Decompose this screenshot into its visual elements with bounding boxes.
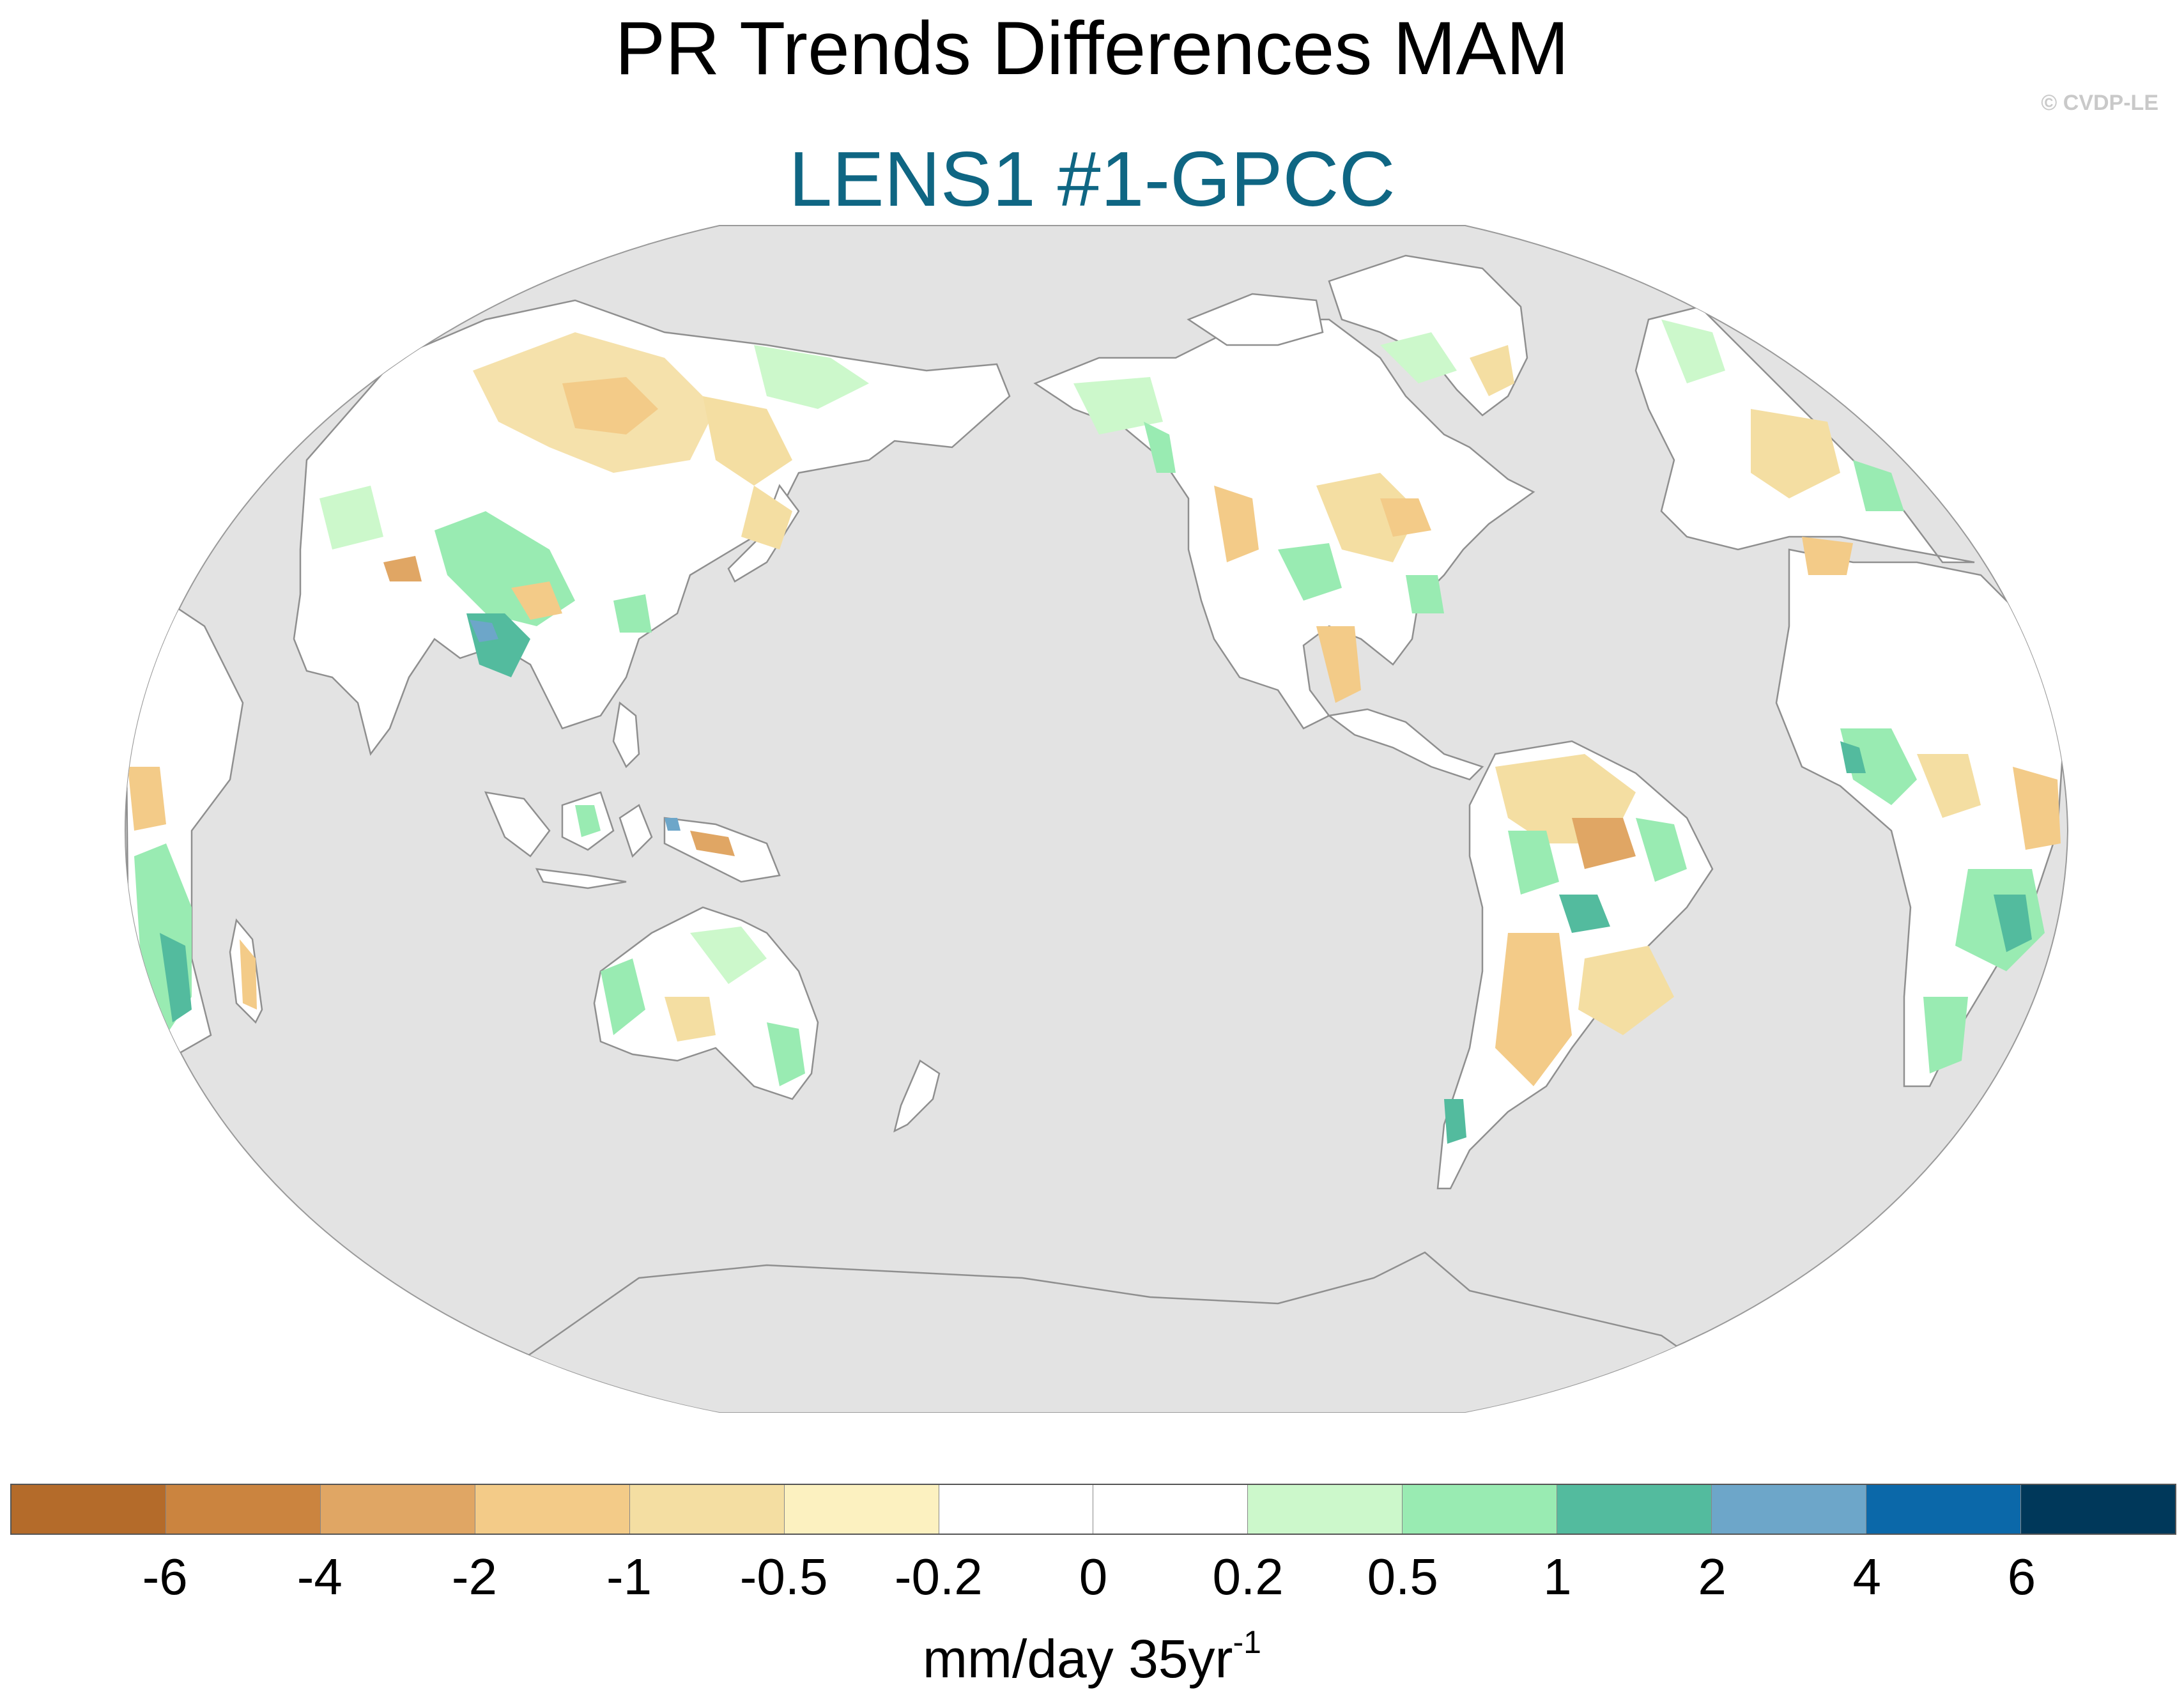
colorbar-swatch (1557, 1485, 1712, 1534)
colorbar-swatch (939, 1485, 1094, 1534)
colorbar-tick-label: -0.2 (894, 1548, 983, 1605)
colorbar-swatch (475, 1485, 630, 1534)
colorbar-tick-label: -4 (296, 1548, 342, 1605)
colorbar-tick-label: 0.5 (1367, 1548, 1438, 1605)
eurasia-landmass (293, 299, 1011, 756)
colorbar-swatch (1248, 1485, 1403, 1534)
colorbar-swatch (784, 1485, 939, 1534)
colorbar-swatch (1093, 1485, 1249, 1534)
units-main: mm/day 35yr (923, 1629, 1233, 1689)
colorbar-tick-label: -6 (142, 1548, 188, 1605)
philippines-islands (612, 701, 640, 769)
colorbar-tick-label: 0.2 (1212, 1548, 1284, 1605)
trend-anomaly-fills (128, 319, 2061, 1144)
colorbar-tick-label: -2 (451, 1548, 497, 1605)
colorbar-tick-label: 4 (1852, 1548, 1881, 1605)
south-america-landmass (1436, 740, 1714, 1190)
chart-subtitle: LENS1 #1-GPCC (788, 135, 1396, 222)
colorbar-tick-label: -0.5 (739, 1548, 828, 1605)
colorbar-swatch (165, 1485, 321, 1534)
chart-title: PR Trends Differences MAM (615, 6, 1569, 91)
colorbar-swatch (1403, 1485, 1558, 1534)
colorbar-tick-label: -1 (606, 1548, 652, 1605)
colorbar-tick-label: 6 (2007, 1548, 2036, 1605)
colorbar-swatch (320, 1485, 475, 1534)
colorbar (10, 1484, 2176, 1535)
colorbar-tick-label: 1 (1543, 1548, 1572, 1605)
colorbar-swatch (12, 1485, 166, 1534)
new-zealand-landmass (893, 1059, 941, 1133)
world-map (124, 225, 2069, 1413)
units-superscript: -1 (1233, 1624, 1261, 1660)
colorbar-tick-label: 2 (1698, 1548, 1726, 1605)
colorbar-units: mm/day 35yr-1 (0, 1610, 2184, 1691)
central-america-landmass (1327, 708, 1484, 781)
colorbar-swatch (2020, 1485, 2175, 1534)
antarctica-landmass (510, 1251, 1726, 1412)
colorbar-tick-label: 0 (1079, 1548, 1108, 1605)
arctic-islands-landmass (1187, 293, 1324, 346)
copyright-label: © CVDP-LE (2041, 91, 2158, 115)
colorbar-swatch (1866, 1485, 2021, 1534)
colorbar-swatch (629, 1485, 785, 1534)
colorbar-swatch (1712, 1485, 1867, 1534)
indonesia-islands (484, 791, 781, 889)
